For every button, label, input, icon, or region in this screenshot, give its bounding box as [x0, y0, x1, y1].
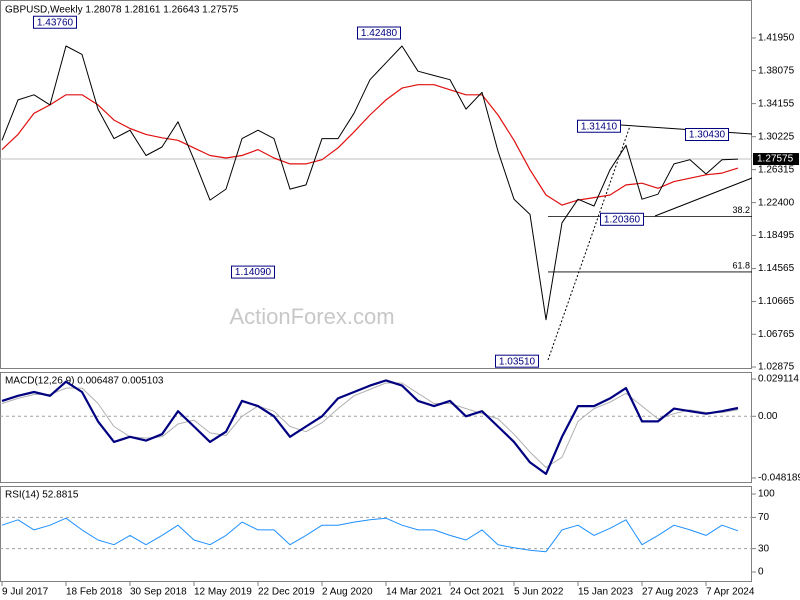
x-tick-label: 18 Feb 2018 [66, 587, 123, 598]
y-tick-label: 1.10665 [758, 296, 795, 307]
y-tick-label: 1.18495 [758, 230, 795, 241]
annotation-box [495, 354, 539, 368]
y-tick-label: -0.048189 [758, 473, 800, 484]
series-line [1, 84, 739, 206]
annotation-box [577, 119, 621, 133]
annotation-box [600, 212, 644, 226]
x-tick-label: 9 Jul 2017 [2, 587, 49, 598]
x-tick-label: 22 Dec 2019 [258, 587, 315, 598]
series-line [1, 45, 739, 321]
price-panel [0, 0, 752, 369]
fib-trend-line [547, 125, 631, 361]
annotation-box [231, 265, 275, 279]
annotation-label: 1.20360 [604, 214, 641, 225]
x-tick-label: 15 Jan 2023 [578, 587, 633, 598]
y-tick-label: 1.41950 [758, 33, 795, 44]
x-tick-label: 2 Aug 2020 [322, 587, 373, 598]
y-tick-label: 1.06765 [758, 329, 795, 340]
watermark: ActionForex.com [229, 304, 394, 329]
y-tick-label: 1.38075 [758, 65, 795, 76]
x-tick-label: 30 Sep 2018 [130, 587, 187, 598]
series-line [1, 382, 739, 468]
series-line [1, 379, 739, 475]
annotation-box [357, 26, 401, 40]
annotation-label: 1.31410 [581, 121, 618, 132]
series-line [1, 517, 739, 553]
macd-panel [0, 372, 752, 483]
rsi-title: RSI(14) 52.8815 [5, 490, 79, 501]
annotation-label: 1.03510 [499, 356, 536, 367]
price-title: GBPUSD,Weekly 1.28078 1.28161 1.26643 1.… [5, 5, 239, 16]
y-tick-label: 1.26315 [758, 164, 795, 175]
y-tick-label: 0.00 [758, 411, 778, 422]
fib-label: 61.8 [732, 260, 750, 270]
x-tick-label: 5 Jun 2022 [514, 587, 564, 598]
x-tick-label: 12 May 2019 [194, 587, 252, 598]
x-tick-label: 14 Mar 2021 [386, 587, 443, 598]
y-tick-label: 70 [758, 512, 770, 523]
x-tick-label: 27 Aug 2023 [642, 587, 699, 598]
y-tick-label: 0.029114 [758, 374, 799, 385]
x-tick-label: 7 Apr 2024 [706, 587, 755, 598]
y-tick-label: 30 [758, 543, 770, 554]
annotation-label: 1.14090 [235, 267, 272, 278]
y-tick-label: 1.14565 [758, 263, 795, 274]
y-tick-label: 1.34155 [758, 98, 795, 109]
current-price-label: 1.27575 [757, 154, 794, 165]
annotation-label: 1.43760 [37, 17, 74, 28]
current-price-box [753, 153, 799, 166]
y-tick-label: 1.30225 [758, 131, 795, 142]
y-tick-label: 1.22400 [758, 197, 795, 208]
annotation-label: 1.42480 [361, 28, 398, 39]
y-tick-label: 100 [758, 489, 775, 500]
y-tick-label: 0 [758, 567, 764, 578]
annotation-label: 1.30430 [689, 130, 726, 141]
annotation-box [685, 127, 729, 141]
triangle-lower-line [654, 177, 753, 217]
x-tick-label: 24 Oct 2021 [450, 587, 505, 598]
rsi-panel [0, 486, 752, 582]
y-tick-label: 1.02875 [758, 362, 795, 373]
macd-title: MACD(12,26,9) 0.006487 0.005103 [5, 376, 164, 387]
annotation-box [33, 15, 77, 29]
fib-label: 38.2 [732, 205, 750, 215]
